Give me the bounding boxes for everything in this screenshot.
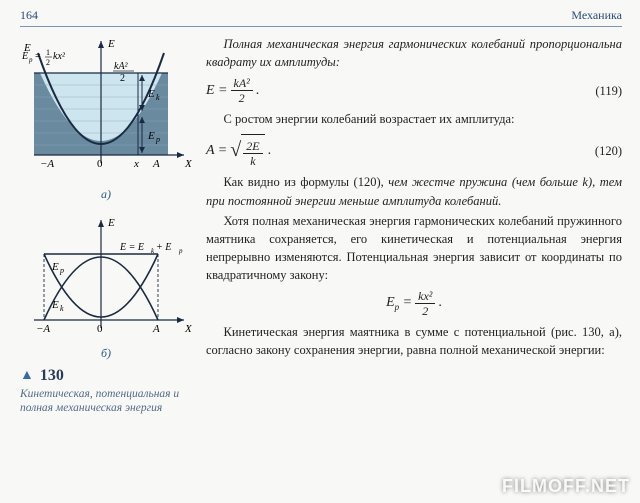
para-5: Кинетическая энергия маятника в сумме с …: [206, 323, 622, 359]
svg-text:2: 2: [46, 58, 50, 67]
figure-number-row: ▲ 130: [20, 367, 192, 385]
svg-text:k: k: [60, 304, 64, 313]
equation-120: A = √2Ek . (120): [206, 134, 622, 167]
svg-text:−A: −A: [40, 158, 54, 170]
svg-text:A: A: [152, 158, 160, 170]
triangle-icon: ▲: [20, 368, 34, 384]
svg-text:k: k: [156, 93, 160, 102]
svg-text:E: E: [147, 88, 155, 100]
svg-text:X: X: [184, 158, 192, 170]
equation-119: E = kA²2 . (119): [206, 77, 622, 104]
svg-text:X: X: [184, 323, 192, 335]
para-2: С ростом энергии колебаний возрастает их…: [206, 110, 622, 128]
page-number: 164: [20, 8, 38, 23]
para-3: Как видно из формулы (120), чем жестче п…: [206, 173, 622, 209]
svg-text:0: 0: [97, 323, 103, 335]
figure-b: E X E = E k + E p Ep Ek −A 0 A: [20, 212, 192, 344]
svg-text:E: E: [107, 38, 115, 50]
svg-text:1: 1: [46, 48, 50, 57]
svg-text:+ E: + E: [156, 242, 171, 253]
svg-text:−A: −A: [36, 323, 50, 335]
figures-column: E E X kA² 2 Ek Ep −A 0 x A E p = 1 2: [20, 35, 192, 416]
svg-text:=: =: [35, 51, 41, 62]
eq-num-120: (120): [575, 142, 622, 160]
svg-text:p: p: [178, 247, 183, 255]
eq-num-119: (119): [575, 82, 622, 100]
svg-text:E: E: [51, 261, 59, 273]
svg-text:p: p: [155, 135, 160, 144]
text-column: Полная механическая энергия гармонически…: [206, 35, 622, 416]
svg-text:0: 0: [97, 158, 103, 170]
svg-text:E: E: [51, 299, 59, 311]
svg-text:E: E: [107, 217, 115, 229]
figure-b-label: б): [20, 346, 192, 361]
svg-text:E: E: [147, 130, 155, 142]
svg-text:2: 2: [120, 73, 125, 84]
para-4: Хотя полная механическая энергия гармони…: [206, 212, 622, 285]
equation-Ep: Ep = kx²2 .: [206, 290, 622, 317]
svg-text:kx²: kx²: [53, 51, 66, 62]
svg-text:A: A: [152, 323, 160, 335]
svg-text:p: p: [28, 56, 33, 64]
svg-text:x: x: [133, 158, 139, 170]
figure-caption: Кинетическая, потенциальная и полная мех…: [20, 387, 192, 416]
para-1: Полная механическая энергия гармонически…: [206, 35, 622, 71]
section-title: Механика: [571, 8, 622, 23]
figure-number: 130: [40, 367, 64, 385]
svg-text:E: E: [21, 51, 28, 62]
svg-text:p: p: [59, 266, 64, 275]
svg-text:E = E: E = E: [119, 242, 144, 253]
watermark: FILMOFF.NET: [502, 476, 630, 497]
svg-text:kA²: kA²: [114, 61, 129, 72]
figure-a: E E X kA² 2 Ek Ep −A 0 x A E p = 1 2: [20, 35, 192, 185]
figure-a-label: а): [20, 187, 192, 202]
